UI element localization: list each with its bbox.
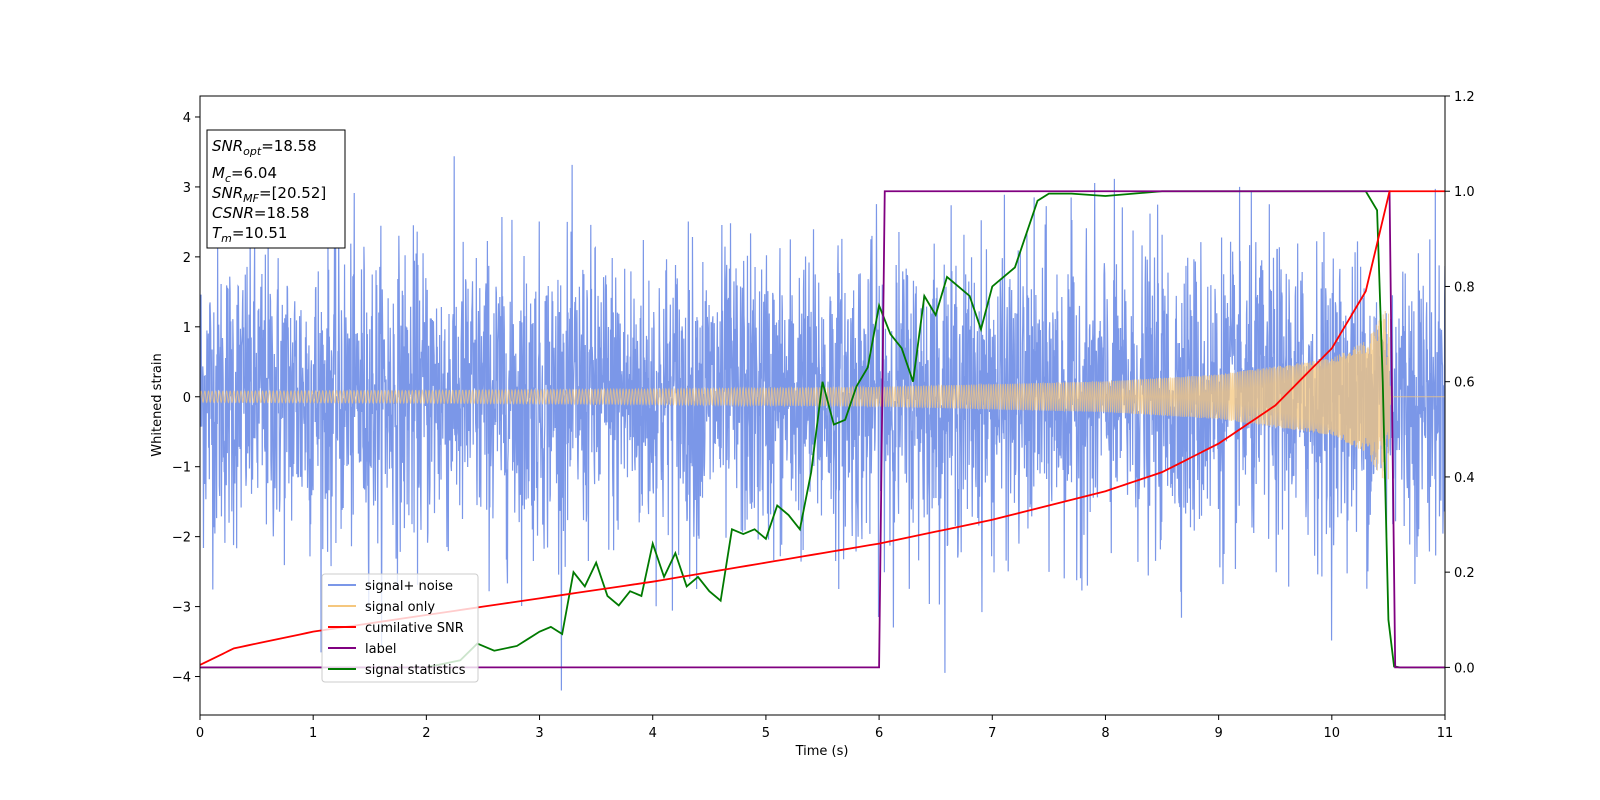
series-line-label: [200, 190, 1445, 669]
x-tick-label: 4: [649, 726, 657, 741]
y2-tick-label: 1.2: [1454, 90, 1475, 105]
info-merger-time: Tm=10.51: [212, 224, 287, 245]
legend-label-signal-only: signal only: [365, 600, 435, 615]
y2-tick-label: 1.0: [1454, 185, 1475, 200]
x-axis-label: Time (s): [795, 744, 849, 759]
x-tick-label: 8: [1101, 726, 1109, 741]
x-axis: 0 1 2 3 4 5 6 7 8 9 10 11: [196, 715, 1453, 741]
y2-tick-label: 0.4: [1454, 471, 1475, 486]
y-axis-label: Whitened strain: [150, 353, 165, 456]
series-signal-plus-noise: [200, 156, 1445, 691]
y-tick-label: 4: [183, 111, 191, 126]
info-box-frame: [206, 129, 346, 249]
legend-label-signal-noise: signal+ noise: [365, 579, 453, 594]
y-axis-right: 0.0 0.2 0.4 0.6 0.8 1.0 1.2: [1445, 90, 1475, 676]
y-tick-label: 0: [183, 391, 191, 406]
x-tick-label: 1: [309, 726, 317, 741]
plot-area: [200, 156, 1445, 691]
y-tick-label: 1: [183, 321, 191, 336]
y-axis-left: −4 −3 −2 −1 0 1 2 3 4: [172, 111, 200, 686]
info-chirp-mass: Mc=6.04: [212, 164, 277, 185]
x-tick-label: 2: [422, 726, 430, 741]
y2-tick-label: 0.6: [1454, 376, 1475, 391]
x-tick-label: 6: [875, 726, 883, 741]
y-tick-label: −1: [172, 461, 191, 476]
x-tick-label: 7: [988, 726, 996, 741]
info-snr-opt: SNRopt=18.58: [212, 137, 317, 158]
x-tick-label: 5: [762, 726, 770, 741]
x-tick-label: 0: [196, 726, 204, 741]
y2-tick-label: 0.8: [1454, 280, 1475, 295]
y-tick-label: 2: [183, 251, 191, 266]
info-csnr: CSNR=18.58: [212, 204, 309, 222]
info-snr-mf: SNRMF=[20.52]: [212, 184, 326, 205]
legend-frame: [321, 573, 479, 683]
x-tick-label: 11: [1437, 726, 1454, 741]
legend-label-signal-statistics: signal statistics: [365, 663, 466, 678]
y-tick-label: −2: [172, 531, 191, 546]
series-line-signal-plus-noise: [200, 156, 1445, 691]
legend-label-cumulative-snr: cumilative SNR: [365, 621, 464, 636]
y-tick-label: −3: [172, 601, 191, 616]
y-tick-label: 3: [183, 181, 191, 196]
x-tick-label: 10: [1324, 726, 1341, 741]
legend-label-label: label: [365, 642, 396, 657]
x-tick-label: 3: [535, 726, 543, 741]
y2-tick-label: 0.0: [1454, 661, 1475, 676]
axes-frame: [199, 95, 1446, 716]
info-box: SNRopt=18.58 Mc=6.04 SNRMF=[20.52] CSNR=…: [206, 129, 346, 249]
y-tick-label: −4: [172, 671, 191, 686]
legend: signal+ noise signal only cumilative SNR…: [321, 573, 479, 683]
x-tick-label: 9: [1214, 726, 1222, 741]
y2-tick-label: 0.2: [1454, 566, 1475, 581]
